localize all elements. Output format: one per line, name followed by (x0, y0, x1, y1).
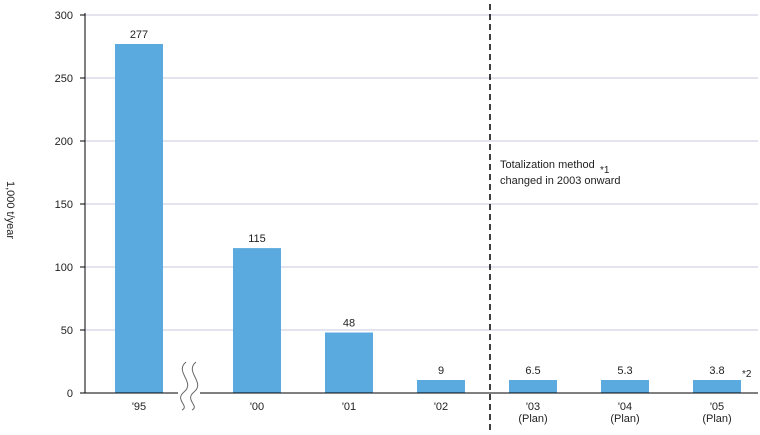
y-tick-label: 100 (55, 262, 73, 274)
annotation-footnote-1: *1 (600, 165, 610, 176)
data-label: 48 (343, 318, 355, 330)
y-tick-label: 0 (67, 388, 73, 400)
x-tick-label: '00 (250, 401, 264, 413)
bars (115, 43, 741, 393)
x-tick-label: (Plan) (518, 413, 547, 425)
x-tick-label: '04 (618, 401, 632, 413)
bar (601, 380, 649, 393)
break-line-right (190, 361, 199, 411)
y-tick-label: 150 (55, 199, 73, 211)
y-tick-labels: 0 50 100 150 200 250 300 (55, 10, 85, 400)
y-axis-label: 1,000 t/year (4, 180, 16, 240)
data-label: 3.8 (709, 365, 724, 377)
x-tick-labels: '95'00'01'02'03(Plan)'04(Plan)'05(Plan) (132, 401, 732, 425)
data-label: 6.5 (525, 365, 540, 377)
annotation-line-1: Totalization method (500, 159, 595, 171)
x-tick-label: (Plan) (702, 413, 731, 425)
gridlines (85, 14, 758, 331)
x-tick-label: '02 (434, 401, 448, 413)
y-tick-label: 200 (55, 136, 73, 148)
x-tick-label: '05 (710, 401, 724, 413)
data-label: 5.3 (617, 365, 632, 377)
bar (417, 380, 465, 393)
x-tick-label: '01 (342, 401, 356, 413)
y-tick-label: 300 (55, 10, 73, 22)
x-tick-label: '95 (132, 401, 146, 413)
break-line-left (180, 361, 189, 411)
data-label: 115 (248, 233, 266, 245)
bar (693, 380, 741, 393)
footnote-2-mark: *2 (742, 369, 752, 380)
annotation-line-2: changed in 2003 onward (500, 175, 621, 187)
data-labels: 277 115 48 9 6.5 5.3 3.8 (130, 29, 725, 377)
bar (509, 380, 557, 393)
y-tick-label: 50 (61, 325, 73, 337)
bar (325, 332, 373, 393)
x-tick-label: (Plan) (610, 413, 639, 425)
data-label: 9 (438, 365, 444, 377)
data-label: 277 (130, 29, 148, 41)
method-change-annotation: Totalization method changed in 2003 onwa… (500, 157, 620, 189)
y-tick-label: 250 (55, 73, 73, 85)
x-tick-label: '03 (526, 401, 540, 413)
bar (115, 43, 163, 393)
bar (233, 248, 281, 393)
axis-break-symbol (178, 361, 200, 411)
